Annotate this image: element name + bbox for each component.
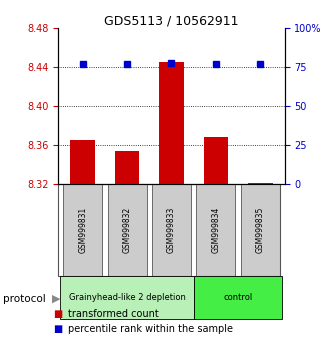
Bar bbox=[71, 140, 95, 184]
Bar bbox=[159, 62, 184, 184]
Text: GSM999833: GSM999833 bbox=[167, 207, 176, 253]
Text: GSM999835: GSM999835 bbox=[256, 207, 265, 253]
Text: percentile rank within the sample: percentile rank within the sample bbox=[68, 324, 233, 334]
Text: ▶: ▶ bbox=[52, 294, 60, 304]
Text: GSM999832: GSM999832 bbox=[123, 207, 132, 253]
Text: protocol: protocol bbox=[3, 294, 46, 304]
Bar bbox=[152, 184, 191, 276]
Text: transformed count: transformed count bbox=[68, 309, 159, 319]
Text: GSM999834: GSM999834 bbox=[211, 207, 220, 253]
Text: ■: ■ bbox=[53, 324, 63, 334]
Text: ■: ■ bbox=[53, 309, 63, 319]
Bar bbox=[63, 184, 102, 276]
Bar bbox=[196, 184, 235, 276]
Text: Grainyhead-like 2 depletion: Grainyhead-like 2 depletion bbox=[69, 293, 185, 302]
Title: GDS5113 / 10562911: GDS5113 / 10562911 bbox=[104, 14, 239, 27]
Text: GSM999831: GSM999831 bbox=[78, 207, 87, 253]
Bar bbox=[108, 184, 147, 276]
Bar bbox=[61, 276, 194, 319]
Bar bbox=[194, 276, 282, 319]
Text: control: control bbox=[223, 293, 253, 302]
Bar bbox=[241, 184, 280, 276]
Bar bbox=[204, 137, 228, 184]
Bar bbox=[248, 183, 272, 184]
Bar bbox=[115, 151, 139, 184]
